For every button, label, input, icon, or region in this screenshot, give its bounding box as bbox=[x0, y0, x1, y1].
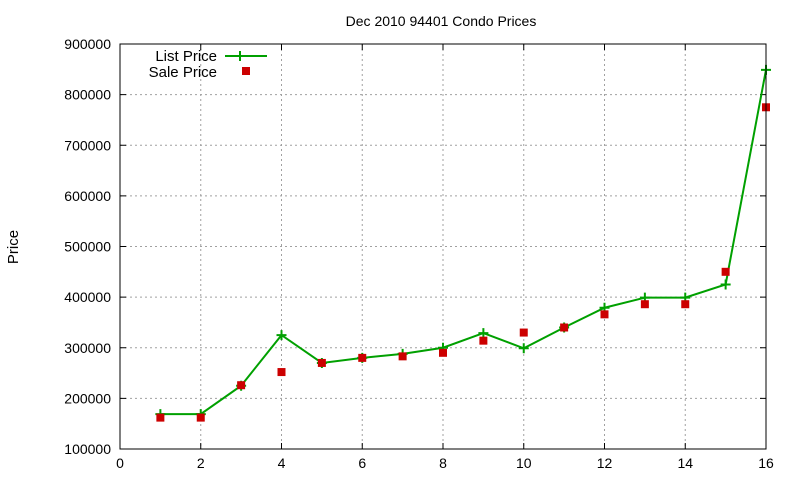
legend: List Price Sale Price bbox=[149, 48, 267, 81]
y-tick-label: 500000 bbox=[64, 239, 111, 255]
sale-price-point bbox=[560, 323, 569, 332]
list-price-line bbox=[160, 69, 767, 416]
sale-price-point bbox=[277, 368, 286, 377]
y-tick-label: 900000 bbox=[64, 36, 111, 52]
sale-price-point bbox=[439, 348, 447, 357]
x-tick-label: 0 bbox=[116, 455, 124, 471]
y-tick-label: 400000 bbox=[64, 289, 111, 305]
list-price-point bbox=[720, 279, 731, 290]
series-layer bbox=[155, 64, 771, 422]
legend-marker-list-price bbox=[235, 51, 245, 61]
legend-marker-sale-price bbox=[242, 67, 250, 75]
x-tick-label: 14 bbox=[677, 455, 693, 471]
x-tick-label: 16 bbox=[758, 455, 774, 471]
x-tick-label: 2 bbox=[197, 455, 205, 471]
x-tick-label: 8 bbox=[439, 455, 447, 471]
sale-price-point bbox=[721, 267, 730, 276]
y-tick-label: 300000 bbox=[64, 340, 111, 356]
grid bbox=[120, 44, 766, 449]
legend-label-list-price: List Price bbox=[155, 48, 217, 65]
y-tick-label: 100000 bbox=[64, 441, 111, 457]
sale-price-point bbox=[317, 358, 326, 367]
y-axis-label: Price bbox=[5, 230, 22, 264]
x-tick-label: 6 bbox=[358, 455, 366, 471]
plot-frame bbox=[119, 43, 767, 450]
x-tick-label: 12 bbox=[597, 455, 613, 471]
sale-price-point bbox=[237, 381, 246, 390]
axis-ticks: 0 2 4 6 8 10 12 14 16 100000 200000 300000 400000 500… bbox=[64, 36, 774, 471]
list-price-point bbox=[518, 343, 529, 354]
sale-price-point bbox=[640, 300, 649, 309]
sale-price-point bbox=[398, 352, 407, 361]
list-price-point bbox=[478, 328, 489, 339]
y-tick-label: 800000 bbox=[64, 87, 111, 103]
x-tick-label: 10 bbox=[516, 455, 532, 471]
y-tick-label: 600000 bbox=[64, 188, 111, 204]
sale-price-point bbox=[519, 328, 528, 337]
legend-label-sale-price: Sale Price bbox=[149, 64, 217, 81]
x-tick-label: 4 bbox=[278, 455, 286, 471]
sale-price-point bbox=[681, 300, 690, 309]
list-price-point bbox=[276, 330, 287, 341]
sale-price-point bbox=[196, 413, 205, 422]
y-tick-label: 700000 bbox=[64, 137, 111, 153]
sale-price-point bbox=[600, 310, 609, 319]
sale-price-point bbox=[358, 353, 367, 362]
chart-title: Dec 2010 94401 Condo Prices bbox=[346, 13, 537, 29]
sale-price-point bbox=[479, 336, 488, 345]
sale-price-point bbox=[156, 413, 165, 422]
y-tick-label: 200000 bbox=[64, 390, 111, 406]
